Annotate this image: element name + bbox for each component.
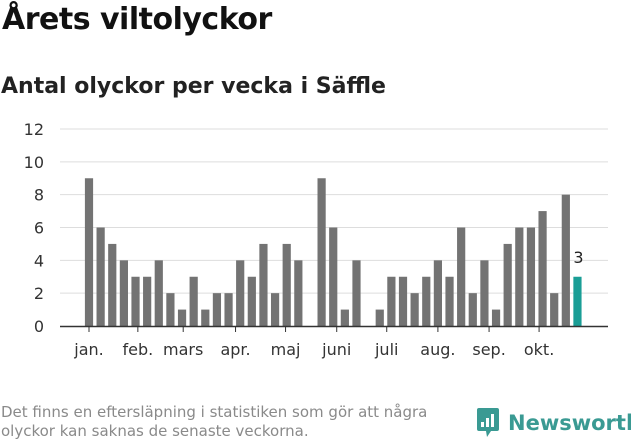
bar-v6 (143, 276, 152, 326)
bar-v41 (550, 293, 559, 326)
bar-v28 (398, 276, 408, 326)
bar-chart: 0 2 4 6 8 10 12 3 jan. feb. mars apr. maj juni juli aug… (24, 120, 608, 359)
x-tick-label-maj: maj (271, 340, 301, 359)
bar-v5 (131, 276, 140, 326)
bar-v36 (491, 309, 501, 326)
data-label-latest: 3 (573, 248, 583, 267)
bar-v32 (445, 276, 454, 326)
bar-v23 (340, 309, 349, 326)
bar-v7 (154, 260, 163, 326)
bar-v19 (294, 260, 303, 326)
bar-v27 (387, 276, 396, 326)
bar-v42 (561, 194, 570, 326)
bar-v16 (259, 243, 268, 326)
chart-subtitle: Antal olyckor per vecka i Säffle (1, 74, 386, 99)
bar-v26 (375, 309, 384, 326)
x-tick-label-apr.: apr. (220, 340, 250, 359)
chart-title: Årets viltolyckor (2, 2, 272, 37)
y-tick-label-12: 12 (24, 120, 44, 139)
bar-v12 (212, 293, 222, 326)
bar-v24 (352, 260, 361, 326)
bar-v14 (236, 260, 245, 326)
bar-v9 (177, 309, 187, 326)
y-tick-label-8: 8 (34, 186, 44, 205)
x-tick-label-juni: juni (321, 340, 351, 359)
y-tick-label-6: 6 (34, 219, 44, 238)
bar-v11 (201, 309, 210, 326)
x-tick-label-aug.: aug. (420, 340, 455, 359)
y-tick-label-10: 10 (24, 153, 44, 172)
bar-v29 (410, 293, 419, 326)
bar-v13 (224, 293, 233, 326)
brand-logo: Newsworthy (476, 407, 631, 439)
bar-v4 (119, 260, 128, 326)
x-tick-label-okt.: okt. (524, 340, 554, 359)
bar-v21 (317, 178, 326, 326)
x-tick-label-jan.: jan. (73, 340, 103, 359)
footnote: Det finns en eftersläpning i statistiken… (1, 403, 428, 440)
newsworthy-logo-icon (477, 408, 499, 437)
bar-v1 (84, 178, 94, 326)
bar-v39 (526, 227, 536, 326)
bar-v8 (166, 293, 175, 326)
x-tick-label-juli: juli (374, 340, 398, 359)
bar-v43 (573, 276, 582, 326)
y-tick-label-0: 0 (34, 317, 44, 336)
bar-v33 (457, 227, 466, 326)
brand-name: Newsworthy (508, 411, 631, 435)
bar-v40 (538, 211, 547, 326)
bar-v22 (329, 227, 338, 326)
x-tick-label-mars: mars (163, 340, 203, 359)
x-tick-label-sep.: sep. (472, 340, 505, 359)
bar-v2 (96, 227, 105, 326)
bar-v37 (503, 243, 512, 326)
bar-v17 (270, 293, 280, 326)
y-tick-label-2: 2 (34, 284, 44, 303)
bar-v3 (108, 243, 117, 326)
bar-v10 (189, 276, 198, 326)
bar-v30 (422, 276, 431, 326)
bar-v38 (515, 227, 524, 326)
bar-v18 (282, 243, 291, 326)
bar-v15 (247, 276, 256, 326)
bar-v35 (480, 260, 489, 326)
bar-v34 (468, 293, 477, 326)
x-tick-label-feb.: feb. (122, 340, 153, 359)
y-tick-label-4: 4 (34, 251, 44, 270)
bar-v31 (433, 260, 442, 326)
